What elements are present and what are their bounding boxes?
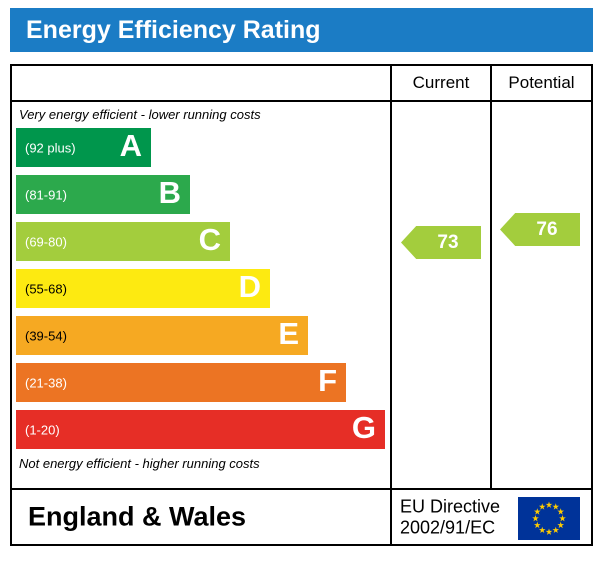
band-D: (55-68) D [16,269,270,308]
band-letter-label: B [158,174,181,210]
band-letter-label: A [119,127,142,163]
potential-rating-arrow: 76 [500,213,580,246]
band-letter-label: G [351,409,376,445]
rating-chart-box: Current Potential Very energy efficient … [10,64,593,490]
current-rating-arrow: 73 [401,226,481,259]
current-column-divider [390,66,392,488]
band-C: (69-80) C [16,222,230,261]
band-range-label: (21-38) [25,375,67,390]
eu-flag-icon [518,497,580,540]
band-B: (81-91) B [16,175,190,214]
eu-directive-line2: 2002/91/EC [400,517,496,537]
potential-column-divider [490,66,492,488]
band-range-label: (39-54) [25,328,67,343]
band-letter-label: E [278,315,299,351]
footer-divider [390,490,392,544]
top-note: Very energy efficient - lower running co… [19,107,261,122]
band-E: (39-54) E [16,316,308,355]
eu-directive-line1: EU Directive [400,496,501,517]
band-letter-label: C [198,221,221,257]
potential-rating-value: 76 [536,218,558,240]
band-A: (92 plus) A [16,128,151,167]
band-letter-label: D [238,268,261,304]
bottom-note: Not energy efficient - higher running co… [19,456,260,471]
band-range-label: (69-80) [25,234,67,249]
chart-title: Energy Efficiency Rating [26,15,321,44]
band-letter-label: F [318,362,337,398]
region-label: England & Wales [28,501,247,532]
band-range-label: (1-20) [25,422,60,437]
band-range-label: (55-68) [25,281,67,296]
header-separator-line [12,100,591,102]
band-G: (1-20) G [16,410,385,449]
current-rating-value: 73 [437,231,459,253]
band-range-label: (81-91) [25,187,67,202]
band-range-label: (92 plus) [25,140,76,155]
chart-title-bar: Energy Efficiency Rating [10,8,593,52]
footer-bar: England & Wales EU Directive 2002/91/EC [10,488,593,546]
eu-directive-label: EU Directive 2002/91/EC [400,496,500,537]
band-rows: (92 plus) A (81-91) B (69-80) C (55-68) D (39-54… [16,128,388,457]
potential-column-header: Potential [508,73,575,92]
eu-flag-stars [532,501,566,535]
band-F: (21-38) F [16,363,346,402]
current-column-header: Current [412,73,470,92]
